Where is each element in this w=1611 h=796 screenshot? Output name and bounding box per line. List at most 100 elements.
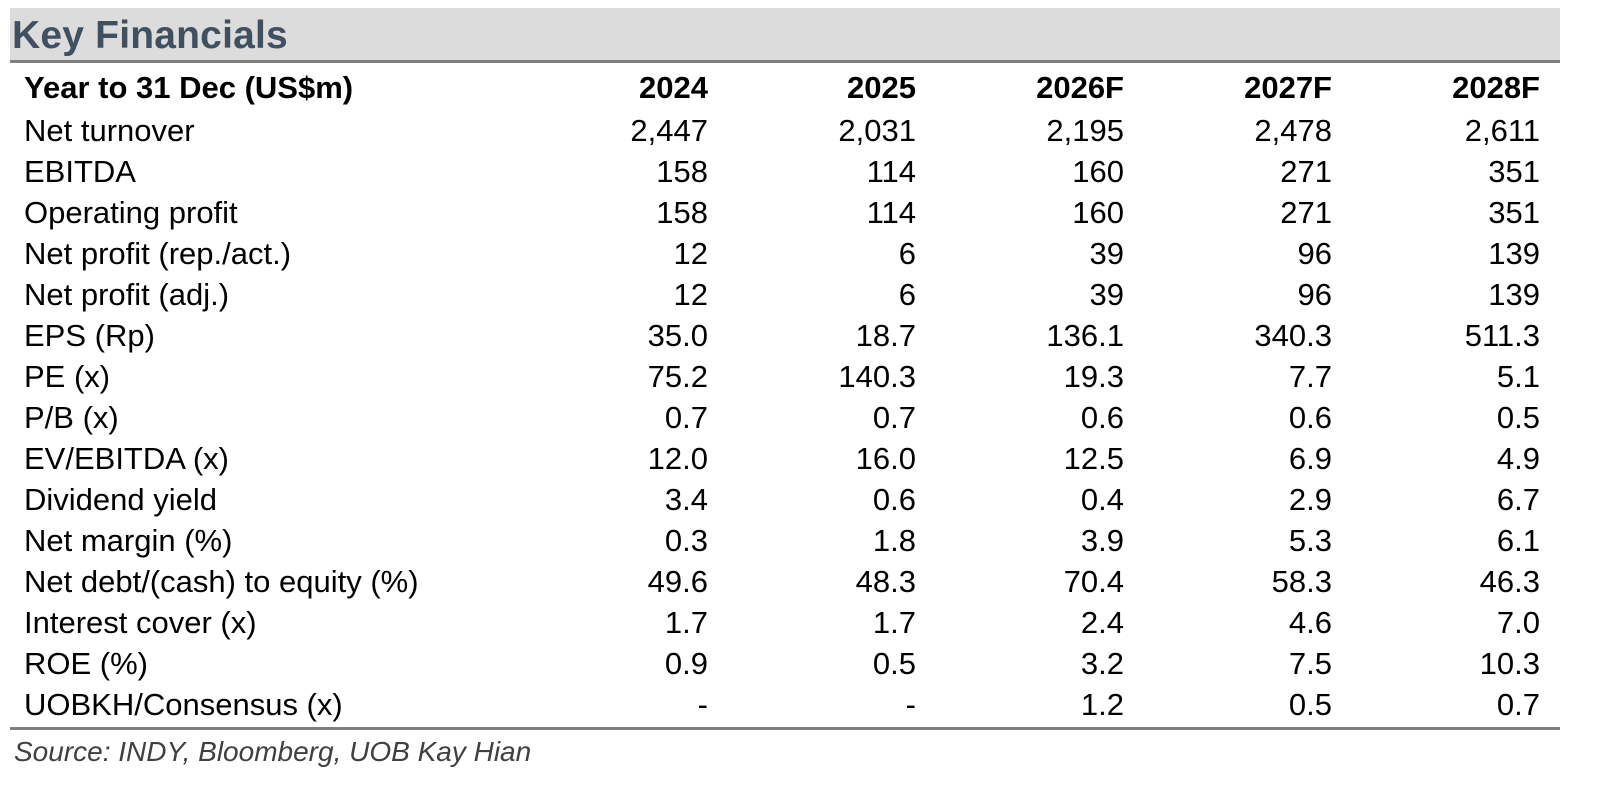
row-label: Net profit (adj.) <box>24 277 230 312</box>
value-cell: 0.5 <box>1496 400 1540 435</box>
value-cell: 5.1 <box>1496 359 1540 394</box>
row-label: ROE (%) <box>24 646 148 681</box>
value-cell: 3.2 <box>1080 646 1124 681</box>
value-cell: 6.1 <box>1496 523 1540 558</box>
table-row: Net profit (adj.) 12 6 39 96 139 <box>10 274 1560 315</box>
value-cell: 6.7 <box>1496 482 1540 517</box>
bottom-divider <box>10 727 1560 730</box>
table-row: PE (x) 75.2 140.3 19.3 7.7 5.1 <box>10 356 1560 397</box>
value-cell: 2,478 <box>1254 113 1332 148</box>
row-label: Net turnover <box>24 113 195 148</box>
row-label: UOBKH/Consensus (x) <box>24 687 343 722</box>
value-cell: 0.7 <box>1496 687 1540 722</box>
value-cell: 0.3 <box>664 523 708 558</box>
header-cell: 2028F <box>1452 70 1540 105</box>
value-cell: 18.7 <box>855 318 916 353</box>
row-label: Net debt/(cash) to equity (%) <box>24 564 419 599</box>
value-cell: 271 <box>1280 154 1332 189</box>
value-cell: 2,447 <box>630 113 708 148</box>
value-cell: 35.0 <box>647 318 708 353</box>
value-cell: 2.9 <box>1288 482 1332 517</box>
table-body: Net turnover 2,447 2,031 2,195 2,478 2,611 EBI… <box>10 110 1560 725</box>
value-cell: 0.6 <box>1080 400 1124 435</box>
value-cell: 7.0 <box>1496 605 1540 640</box>
value-cell: 0.6 <box>1288 400 1332 435</box>
value-cell: 46.3 <box>1479 564 1540 599</box>
row-label: PE (x) <box>24 359 111 394</box>
page-title: Key Financials <box>12 14 288 57</box>
row-label: Operating profit <box>24 195 238 230</box>
value-cell: 139 <box>1488 277 1540 312</box>
value-cell: 39 <box>1089 236 1124 271</box>
table-row: Operating profit 158 114 160 271 351 <box>10 192 1560 233</box>
row-label: Net profit (rep./act.) <box>24 236 292 271</box>
value-cell: 4.6 <box>1288 605 1332 640</box>
row-label: P/B (x) <box>24 400 119 435</box>
value-cell: 12.5 <box>1063 441 1124 476</box>
value-cell: 139 <box>1488 236 1540 271</box>
value-cell: 3.4 <box>664 482 708 517</box>
value-cell: 2,195 <box>1046 113 1124 148</box>
value-cell: 39 <box>1089 277 1124 312</box>
value-cell: 160 <box>1072 154 1124 189</box>
value-cell: 12.0 <box>647 441 708 476</box>
value-cell: 49.6 <box>647 564 708 599</box>
table-row: Net profit (rep./act.) 12 6 39 96 139 <box>10 233 1560 274</box>
table-row: EBITDA 158 114 160 271 351 <box>10 151 1560 192</box>
value-cell: 3.9 <box>1080 523 1124 558</box>
value-cell: 0.7 <box>872 400 916 435</box>
value-cell: - <box>905 687 916 722</box>
value-cell: 70.4 <box>1063 564 1124 599</box>
value-cell: 0.7 <box>664 400 708 435</box>
value-cell: 340.3 <box>1254 318 1332 353</box>
value-cell: 0.6 <box>872 482 916 517</box>
table-row: Dividend yield 3.4 0.6 0.4 2.9 6.7 <box>10 479 1560 520</box>
top-divider <box>10 60 1560 63</box>
value-cell: 0.9 <box>664 646 708 681</box>
value-cell: 271 <box>1280 195 1332 230</box>
value-cell: 114 <box>866 195 916 230</box>
value-cell: 0.5 <box>1288 687 1332 722</box>
header-cell: Year to 31 Dec (US$m) <box>24 70 354 105</box>
row-label: EPS (Rp) <box>24 318 155 353</box>
value-cell: 2,611 <box>1464 113 1540 148</box>
table-row: Interest cover (x) 1.7 1.7 2.4 4.6 7.0 <box>10 602 1560 643</box>
title-bar: Key Financials <box>10 8 1560 60</box>
value-cell: 6 <box>898 236 916 271</box>
value-cell: 5.3 <box>1288 523 1332 558</box>
value-cell: 158 <box>656 154 708 189</box>
value-cell: 140.3 <box>838 359 916 394</box>
table-row: UOBKH/Consensus (x) - - 1.2 0.5 0.7 <box>10 684 1560 725</box>
value-cell: 1.7 <box>664 605 708 640</box>
table-header-row: Year to 31 Dec (US$m) 2024 2025 2026F 20… <box>10 66 1560 110</box>
value-cell: 2.4 <box>1080 605 1124 640</box>
value-cell: 351 <box>1488 154 1540 189</box>
table-row: Net turnover 2,447 2,031 2,195 2,478 2,611 <box>10 110 1560 151</box>
value-cell: 1.7 <box>872 605 916 640</box>
row-label: Dividend yield <box>24 482 217 517</box>
table-row: EPS (Rp) 35.0 18.7 136.1 340.3 511.3 <box>10 315 1560 356</box>
value-cell: 12 <box>673 277 708 312</box>
value-cell: 1.2 <box>1080 687 1124 722</box>
value-cell: 1.8 <box>872 523 916 558</box>
value-cell: 19.3 <box>1063 359 1124 394</box>
value-cell: 7.7 <box>1288 359 1332 394</box>
row-label: EV/EBITDA (x) <box>24 441 229 476</box>
source-note: Source: INDY, Bloomberg, UOB Kay Hian <box>14 736 532 767</box>
row-label: Net margin (%) <box>24 523 233 558</box>
value-cell: 0.4 <box>1080 482 1124 517</box>
key-financials-table: Year to 31 Dec (US$m) 2024 2025 2026F 20… <box>10 66 1560 725</box>
value-cell: 6.9 <box>1288 441 1332 476</box>
value-cell: 10.3 <box>1479 646 1540 681</box>
value-cell: 48.3 <box>855 564 916 599</box>
table-row: ROE (%) 0.9 0.5 3.2 7.5 10.3 <box>10 643 1560 684</box>
row-label: EBITDA <box>24 154 136 189</box>
header-cell: 2025 <box>847 70 916 105</box>
table-row: Net margin (%) 0.3 1.8 3.9 5.3 6.1 <box>10 520 1560 561</box>
value-cell: 2,031 <box>838 113 916 148</box>
value-cell: 511.3 <box>1464 318 1540 353</box>
header-cell: 2026F <box>1036 70 1124 105</box>
header-cell: 2024 <box>639 70 708 105</box>
value-cell: 96 <box>1297 236 1332 271</box>
value-cell: 158 <box>656 195 708 230</box>
